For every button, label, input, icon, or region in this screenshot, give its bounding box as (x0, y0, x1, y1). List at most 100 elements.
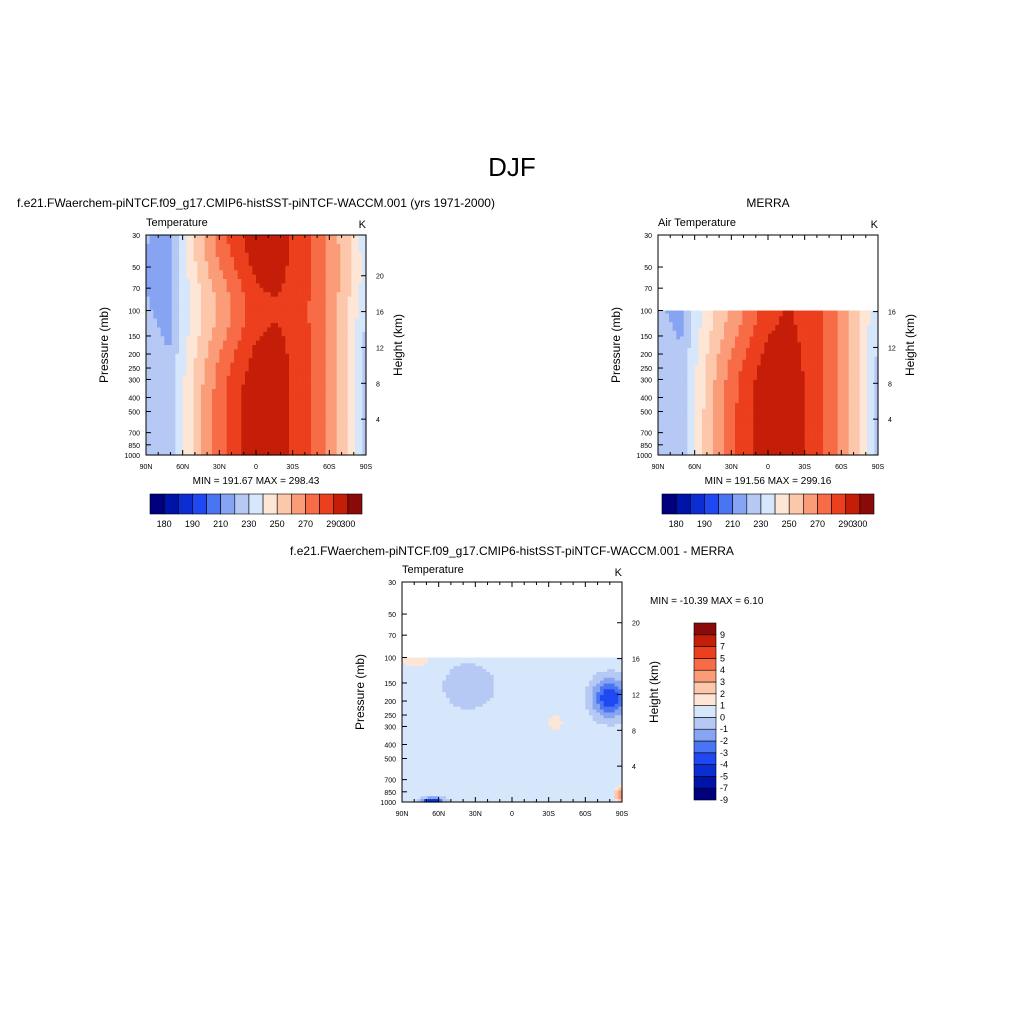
field-cell (764, 411, 769, 416)
field-cell (300, 380, 305, 386)
field-cell (771, 336, 776, 341)
field-cell (738, 362, 743, 367)
colorbar-label: 190 (185, 519, 200, 529)
field-cell (764, 429, 769, 433)
field-cell (160, 362, 165, 368)
field-cell (281, 450, 286, 456)
field-cell (709, 313, 714, 317)
field-cell (193, 424, 198, 430)
field-cell (753, 368, 758, 372)
field-cell (219, 437, 224, 443)
field-cell (149, 279, 154, 284)
field-cell (303, 415, 308, 421)
field-cell (314, 384, 319, 390)
field-cell (197, 314, 202, 320)
field-cell (245, 296, 250, 302)
field-cell (347, 239, 352, 245)
field-cell (702, 319, 707, 323)
field-cell (314, 393, 319, 399)
field-cell (153, 345, 158, 350)
field-cell (691, 339, 696, 343)
field-cell (146, 248, 151, 254)
field-cell (256, 309, 261, 315)
field-cell (241, 314, 246, 320)
field-cell (325, 318, 330, 324)
y-tick-label: 250 (128, 366, 140, 373)
field-cell (362, 305, 367, 311)
field-cell (336, 402, 341, 408)
field-cell (263, 402, 268, 408)
field-cell (149, 441, 154, 447)
field-cell (278, 406, 283, 412)
field-cell (314, 446, 319, 452)
field-cell (278, 340, 283, 346)
field-cell (355, 402, 360, 408)
field-cell (322, 446, 327, 452)
field-cell (175, 331, 180, 337)
field-cell (727, 449, 732, 453)
field-cell (234, 248, 239, 254)
field-cell (768, 327, 773, 332)
field-cell (175, 274, 180, 280)
field-cell (680, 348, 685, 352)
field-cell (731, 420, 736, 424)
field-cell (727, 402, 732, 407)
field-cell (303, 257, 308, 262)
field-cell (676, 376, 681, 381)
field-cell (329, 367, 334, 372)
field-cell (757, 342, 762, 346)
field-cell (344, 428, 349, 434)
field-cell (329, 389, 334, 394)
field-cell (208, 345, 213, 350)
field-cell (234, 252, 239, 258)
field-cell (329, 433, 334, 438)
field-cell (168, 323, 173, 328)
field-cell (687, 368, 692, 372)
field-cell (215, 362, 220, 368)
field-cell (219, 327, 224, 333)
field-cell (168, 441, 173, 447)
field-cell (197, 375, 202, 381)
field-cell (790, 388, 795, 393)
field-cell (300, 336, 305, 342)
field-cell (248, 353, 253, 359)
field-cell (340, 384, 345, 390)
field-cell (672, 414, 677, 419)
field-cell (190, 287, 195, 293)
field-cell (153, 402, 158, 408)
field-cell (676, 350, 681, 355)
field-cell (661, 426, 666, 430)
field-cell (687, 376, 692, 381)
field-cell (311, 301, 316, 306)
field-cell (768, 423, 773, 427)
field-cell (325, 428, 330, 434)
field-cell (713, 452, 718, 456)
field-cell (241, 327, 246, 333)
field-cell (362, 415, 367, 421)
field-cell (259, 340, 264, 346)
field-cell (340, 257, 345, 262)
field-cell (735, 434, 740, 439)
field-cell (694, 402, 699, 407)
field-cell (676, 414, 681, 419)
field-cell (230, 380, 235, 386)
field-cell (720, 452, 725, 456)
field-cell (300, 239, 305, 245)
field-cell (281, 305, 286, 311)
field-cell (230, 323, 235, 328)
field-cell (355, 450, 360, 456)
field-cell (223, 349, 228, 355)
field-cell (190, 318, 195, 324)
field-cell (336, 450, 341, 456)
field-cell (186, 437, 191, 443)
field-cell (322, 309, 327, 315)
field-cell (311, 318, 316, 324)
field-cell (256, 248, 261, 254)
field-cell (724, 333, 729, 338)
field-cell (731, 348, 736, 352)
field-cell (256, 261, 261, 267)
field-cell (311, 257, 316, 262)
field-cell (325, 336, 330, 342)
field-cell (775, 374, 780, 378)
field-cell (768, 440, 773, 445)
